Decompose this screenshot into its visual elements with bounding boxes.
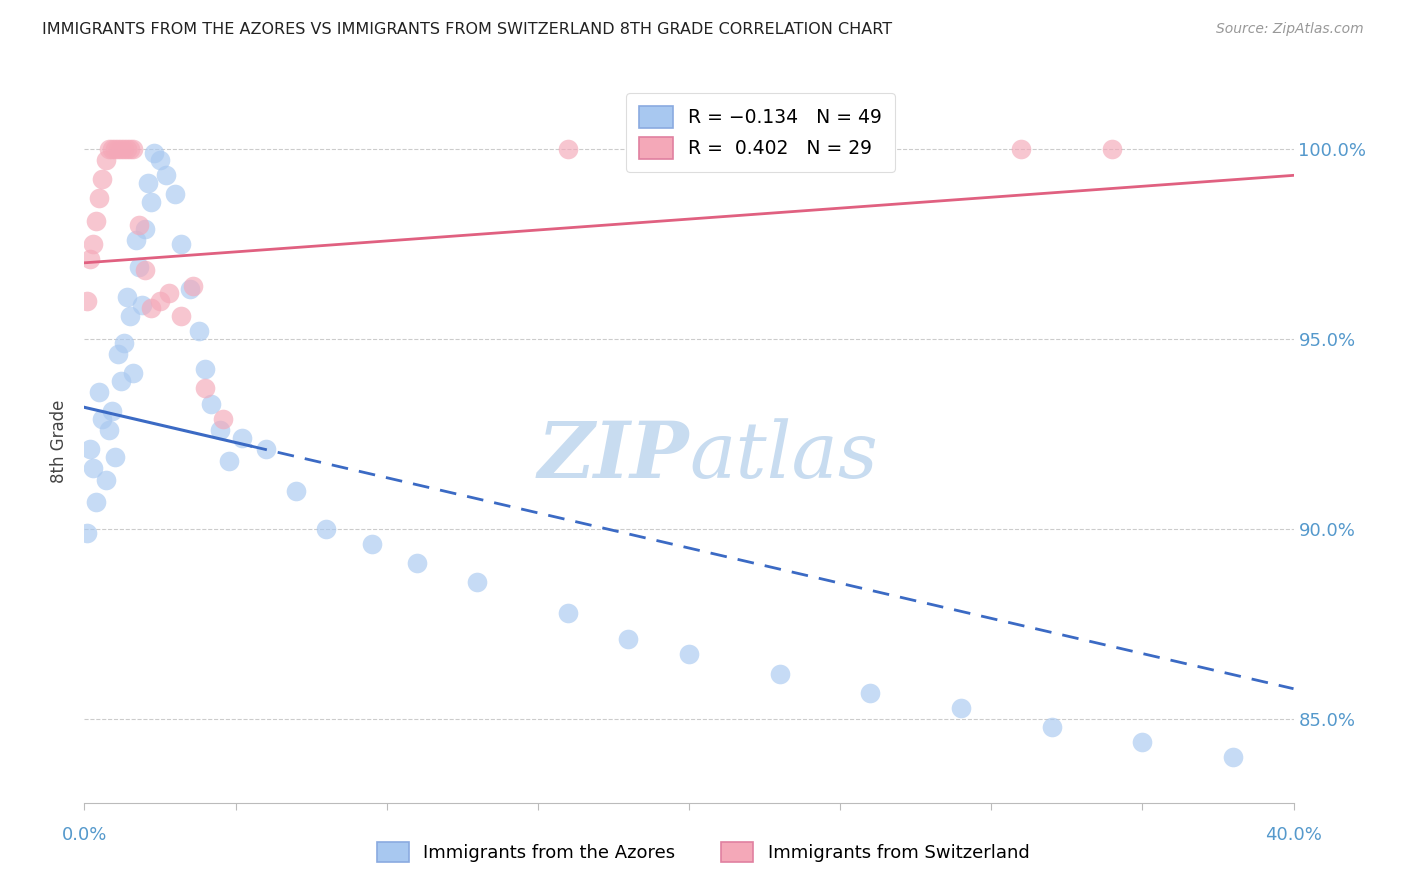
Point [1222, 750, 1244, 764]
Point [94, 153, 117, 168]
Point [134, 263, 156, 277]
Point [128, 260, 150, 274]
Point [89, 385, 111, 400]
Text: 0.0%: 0.0% [62, 826, 107, 844]
Point [149, 153, 172, 168]
Point [86, 214, 108, 228]
Point [617, 632, 640, 647]
Point [209, 423, 232, 437]
Point [91, 411, 114, 425]
Text: Source: ZipAtlas.com: Source: ZipAtlas.com [1216, 22, 1364, 37]
Point [360, 537, 382, 551]
Point [89, 191, 111, 205]
Point [678, 648, 700, 662]
Point [86, 495, 108, 509]
Point [170, 309, 193, 323]
Point [76, 525, 98, 540]
Point [406, 556, 429, 570]
Point [139, 194, 162, 209]
Point [118, 142, 141, 156]
Point [82, 236, 104, 251]
Point [104, 450, 127, 464]
Point [557, 142, 579, 156]
Point [110, 374, 132, 388]
Point [104, 142, 127, 156]
Point [859, 685, 882, 699]
Point [121, 366, 143, 380]
Point [107, 142, 129, 156]
Point [110, 142, 132, 156]
Point [200, 396, 222, 410]
Point [136, 176, 159, 190]
Point [188, 324, 211, 338]
Point [94, 473, 117, 487]
Point [678, 142, 700, 156]
Point [157, 286, 180, 301]
Point [194, 362, 217, 376]
Point [100, 404, 122, 418]
Point [212, 411, 235, 425]
Point [165, 187, 187, 202]
Point [231, 431, 253, 445]
Point [121, 142, 143, 156]
Point [112, 335, 135, 350]
Point [181, 278, 204, 293]
Point [950, 700, 973, 714]
Point [194, 381, 217, 395]
Legend: R = −0.134   N = 49, R =  0.402   N = 29: R = −0.134 N = 49, R = 0.402 N = 29 [626, 94, 894, 172]
Point [218, 453, 240, 467]
Point [254, 442, 277, 457]
Point [1130, 735, 1153, 749]
Point [134, 221, 156, 235]
Point [76, 293, 98, 308]
Point [155, 169, 177, 183]
Text: 40.0%: 40.0% [1265, 826, 1322, 844]
Point [142, 145, 165, 160]
Point [131, 298, 153, 312]
Point [1040, 720, 1063, 734]
Point [115, 142, 138, 156]
Point [97, 142, 120, 156]
Point [139, 301, 162, 316]
Point [100, 142, 122, 156]
Text: atlas: atlas [689, 417, 877, 494]
Point [315, 522, 337, 536]
Text: IMMIGRANTS FROM THE AZORES VS IMMIGRANTS FROM SWITZERLAND 8TH GRADE CORRELATION : IMMIGRANTS FROM THE AZORES VS IMMIGRANTS… [42, 22, 893, 37]
Point [118, 309, 141, 323]
Y-axis label: 8th Grade: 8th Grade [51, 400, 69, 483]
Point [769, 666, 792, 681]
Point [1101, 142, 1123, 156]
Point [179, 282, 201, 296]
Point [128, 218, 150, 232]
Point [149, 293, 172, 308]
Point [125, 233, 148, 247]
Text: ZIP: ZIP [537, 417, 689, 494]
Point [82, 461, 104, 475]
Legend: Immigrants from the Azores, Immigrants from Switzerland: Immigrants from the Azores, Immigrants f… [370, 834, 1036, 870]
Point [112, 142, 135, 156]
Point [107, 347, 129, 361]
Point [285, 483, 308, 498]
Point [97, 423, 120, 437]
Point [170, 236, 193, 251]
Point [115, 290, 138, 304]
Point [557, 606, 579, 620]
Point [91, 172, 114, 186]
Point [467, 575, 489, 590]
Point [1011, 142, 1033, 156]
Point [79, 442, 101, 457]
Point [79, 252, 101, 266]
